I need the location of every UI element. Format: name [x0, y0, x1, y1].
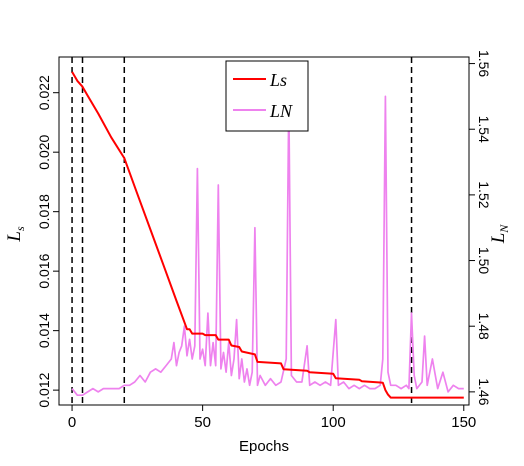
y-left-tick-label-3: 0.018: [36, 194, 52, 229]
y-axis-left: 0.012 0.014 0.016 0.018 0.020 0.022: [36, 75, 59, 408]
y-right-tick-label-5: 1.56: [476, 50, 492, 77]
svg-text:LN: LN: [488, 224, 511, 245]
x-tick-label-3: 150: [451, 414, 476, 431]
y-left-label-sub: s: [13, 226, 27, 231]
y-left-tick-label-4: 0.020: [36, 134, 52, 169]
series-layer: [71, 71, 464, 399]
legend-label-ls: Ls: [269, 70, 287, 90]
y-right-tick-label-1: 1.48: [476, 313, 492, 340]
y-right-label-main: L: [488, 233, 509, 245]
svg-text:Ls: Ls: [4, 226, 27, 243]
y-axis-left-label: Ls: [4, 226, 27, 243]
y-axis-right: 1.46 1.48 1.50 1.52 1.54 1.56: [469, 50, 492, 406]
series-line-ln: [71, 95, 464, 397]
x-tick-label-0: 0: [68, 414, 76, 431]
legend-label-ln: LN: [269, 101, 293, 121]
y-left-tick-label-0: 0.012: [36, 372, 52, 407]
y-left-tick-label-2: 0.016: [36, 253, 52, 288]
y-right-tick-label-2: 1.50: [476, 247, 492, 274]
x-tick-label-1: 50: [194, 414, 211, 431]
y-right-tick-label-4: 1.54: [476, 116, 492, 143]
y-left-label-main: L: [4, 231, 25, 243]
y-left-tick-label-5: 0.022: [36, 75, 52, 110]
y-right-tick-label-3: 1.52: [476, 181, 492, 208]
plot-frame: [58, 56, 470, 406]
y-right-tick-label-0: 1.46: [476, 378, 492, 405]
y-axis-right-label: LN: [488, 224, 511, 245]
vertical-lines: [71, 57, 413, 405]
x-axis-label: Epochs: [239, 438, 289, 455]
legend-box: [225, 60, 309, 132]
x-axis: 0 50 100 150: [68, 405, 476, 431]
y-left-tick-label-1: 0.014: [36, 313, 52, 348]
y-right-label-sub: N: [497, 224, 511, 234]
legend: Ls LN: [225, 60, 309, 132]
x-tick-label-2: 100: [321, 414, 346, 431]
series-line-ls: [71, 71, 464, 399]
